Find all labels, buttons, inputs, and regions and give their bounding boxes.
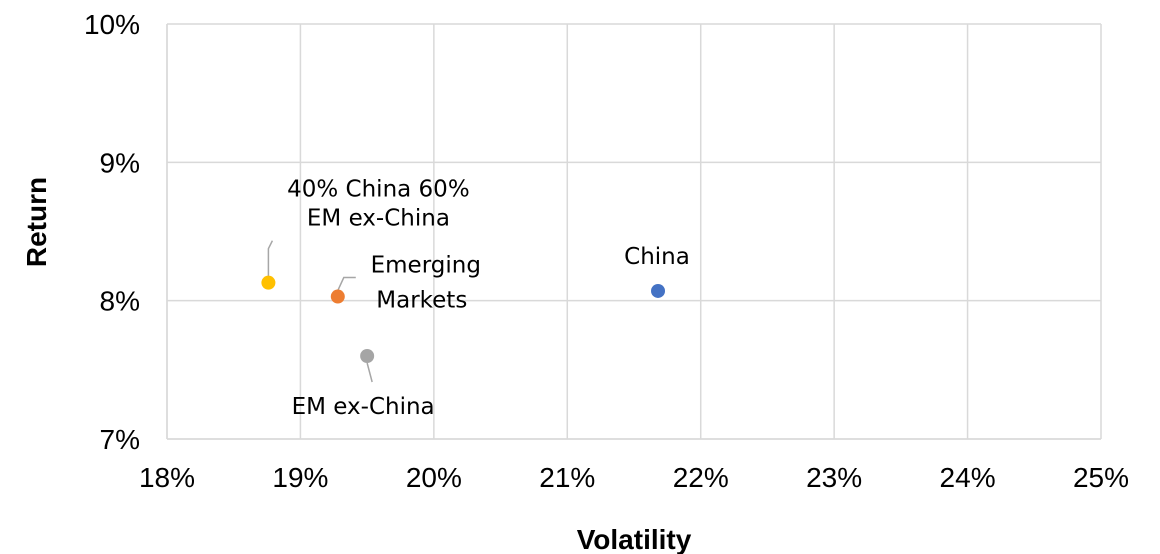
y-tick-label: 8% [100,286,140,317]
data-label: 40% China 60% [287,177,470,203]
x-tick-label: 19% [272,462,328,493]
x-tick-label: 20% [406,462,462,493]
data-label: EM ex-China [292,394,435,420]
y-tick-label: 7% [100,424,140,455]
data-points [261,275,666,363]
data-label: Emerging [371,253,481,279]
x-tick-label: 22% [673,462,729,493]
data-point [261,275,276,290]
data-point [360,349,375,363]
x-tick-label: 18% [139,462,195,493]
y-axis-title: Return [21,177,52,267]
data-point [330,289,345,304]
x-tick-label: 24% [940,462,996,493]
y-tick-label: 10% [84,9,140,40]
x-tick-label: 23% [806,462,862,493]
x-tick-label: 21% [539,462,595,493]
x-axis-title: Volatility [577,524,692,554]
y-axis-ticks: 7% 8% 9% 10% [84,9,140,455]
axes [166,24,1101,440]
data-label: China [624,244,690,270]
leader-line [267,240,274,277]
data-point [651,283,666,298]
label-leader-lines [267,240,373,383]
x-axis-ticks: 18% 19% 20% 21% 22% 23% 24% 25% [139,462,1129,493]
x-tick-label: 25% [1073,462,1129,493]
data-label: Markets [376,288,467,314]
data-labels: 40% China 60% EM ex-China Emerging Markets E… [287,177,690,420]
leader-line [366,362,373,383]
data-label: EM ex-China [307,206,450,232]
y-tick-label: 9% [100,147,140,178]
leader-line [337,276,356,291]
